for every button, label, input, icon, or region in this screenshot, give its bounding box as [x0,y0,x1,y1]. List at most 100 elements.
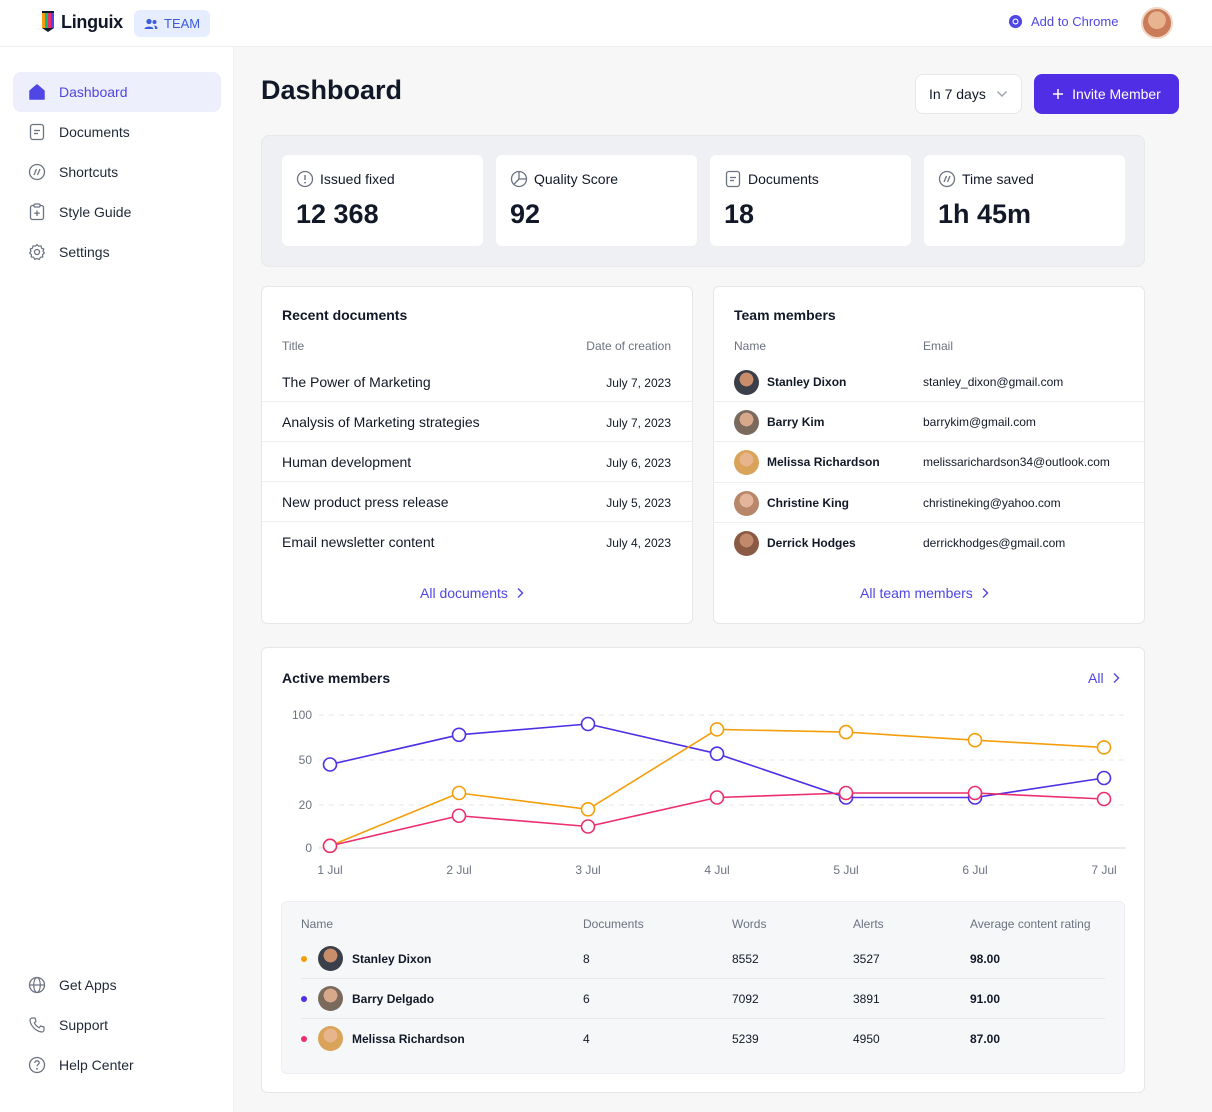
sidebar-item-label: Support [59,1017,109,1033]
sidebar-item-style-guide[interactable]: Style Guide [13,192,221,232]
stat-label: Issued fixed [296,170,395,188]
document-row[interactable]: Email newsletter content July 4, 2023 [262,522,692,562]
member-name: Stanley Dixon [352,952,432,966]
document-row[interactable]: New product press release July 5, 2023 [262,482,692,522]
sidebar-item-settings[interactable]: Settings [13,232,221,272]
team-member-row[interactable]: Stanley Dixon stanley_dixon@gmail.com [714,362,1144,402]
app-logo[interactable]: Linguix [42,11,123,33]
document-row[interactable]: Human development July 6, 2023 [262,442,692,482]
period-select-value: In 7 days [929,86,986,102]
alert-circle-icon [296,170,314,188]
document-icon [27,122,47,142]
data-point [580,819,596,834]
period-select[interactable]: In 7 days [915,74,1022,114]
table-row[interactable]: Melissa Richardson 4 5239 4950 87.00 [301,1019,1105,1059]
panel-title: Active members [282,670,391,686]
member-email: barrykim@gmail.com [923,415,1036,429]
member-name: Stanley Dixon [767,375,847,389]
data-point [709,790,725,805]
shortcuts-icon [27,162,47,182]
member-email: stanley_dixon@gmail.com [923,375,1064,389]
stat-label-text: Documents [748,171,819,187]
table-row[interactable]: Barry Delgado 6 7092 3891 91.00 [301,979,1105,1019]
sidebar-item-label: Settings [59,244,110,260]
avatar [734,491,759,516]
x-tick-label: 1 Jul [317,863,342,877]
column-header-date: Date of creation [586,339,671,353]
user-avatar[interactable] [1141,7,1173,39]
document-row[interactable]: The Power of Marketing July 7, 2023 [262,362,692,402]
member-name: Melissa Richardson [352,1032,465,1046]
pie-chart-icon [510,170,528,188]
alerts-count: 4950 [853,1032,880,1046]
top-bar: Linguix TEAM Add to Chrome [0,0,1212,47]
sidebar-item-dashboard[interactable]: Dashboard [13,72,221,112]
team-badge[interactable]: TEAM [134,10,211,37]
active-members-all-label: All [1088,670,1104,686]
stat-card-time-saved: Time saved 1h 45m [924,155,1125,246]
member-email: christineking@yahoo.com [923,496,1061,510]
sidebar-item-label: Help Center [59,1057,134,1073]
data-point [451,808,467,824]
member-name: Derrick Hodges [767,536,856,550]
sidebar: Dashboard Documents Shortcuts Style Guid… [0,47,234,1112]
table-header-words: Words [732,917,767,931]
column-header-email: Email [923,339,954,353]
team-member-row[interactable]: Melissa Richardson melissarichardson34@o… [714,442,1144,483]
sidebar-item-shortcuts[interactable]: Shortcuts [13,152,221,192]
stat-label: Documents [724,170,819,188]
data-point [1096,770,1112,786]
data-point [322,838,338,854]
document-date: July 4, 2023 [606,536,671,550]
team-member-row[interactable]: Derrick Hodges derrickhodges@gmail.com [714,523,1144,563]
words-count: 8552 [732,952,759,966]
invite-member-button[interactable]: Invite Member [1034,74,1179,114]
member-name: Christine King [767,496,850,510]
data-point [709,722,725,737]
stat-value: 18 [724,199,755,229]
sidebar-item-support[interactable]: Support [13,1005,221,1045]
table-header-alerts: Alerts [853,917,884,931]
team-member-row[interactable]: Christine King christineking@yahoo.com [714,483,1144,523]
document-date: July 7, 2023 [606,416,671,430]
active-members-panel: Active members All 0 20 50 100 1 Jul 2 Jul 3 J… [261,647,1145,1093]
active-members-all-link[interactable]: All [1088,670,1120,686]
active-members-table: Name Documents Words Alerts Average cont… [281,901,1125,1074]
document-title: Analysis of Marketing strategies [282,414,480,430]
all-documents-link[interactable]: All documents [420,585,524,601]
data-point [451,727,467,743]
invite-member-label: Invite Member [1072,86,1161,102]
sidebar-item-get-apps[interactable]: Get Apps [13,965,221,1005]
y-tick-label: 0 [305,841,312,855]
sidebar-item-help-center[interactable]: Help Center [13,1045,221,1085]
documents-count: 6 [583,992,590,1006]
home-icon [27,82,47,102]
data-point [1096,740,1112,755]
team-member-row[interactable]: Barry Kim barrykim@gmail.com [714,402,1144,442]
sidebar-item-label: Style Guide [59,204,132,220]
series-color-dot [301,1036,307,1042]
words-count: 7092 [732,992,759,1006]
gear-icon [27,242,47,262]
document-row[interactable]: Analysis of Marketing strategies July 7,… [262,402,692,442]
data-point [838,724,854,740]
stat-value: 92 [510,199,541,229]
add-to-chrome-label: Add to Chrome [1031,14,1119,29]
alerts-count: 3891 [853,992,880,1006]
member-email: melissarichardson34@outlook.com [923,455,1110,469]
table-row[interactable]: Stanley Dixon 8 8552 3527 98.00 [301,939,1105,979]
stat-label: Time saved [938,170,1034,188]
all-team-members-link[interactable]: All team members [860,585,989,601]
data-point [709,746,725,761]
content-rating: 87.00 [970,1032,1001,1046]
panel-title: Recent documents [282,307,408,323]
table-header-rating: Average content rating [970,917,1091,931]
series-color-dot [301,956,307,962]
add-to-chrome-link[interactable]: Add to Chrome [1008,14,1118,29]
document-title: The Power of Marketing [282,374,431,390]
sidebar-item-documents[interactable]: Documents [13,112,221,152]
all-team-members-label: All team members [860,585,973,601]
x-tick-label: 6 Jul [962,863,987,877]
recent-documents-panel: Recent documents Title Date of creation … [261,286,693,624]
sidebar-item-label: Get Apps [59,977,117,993]
